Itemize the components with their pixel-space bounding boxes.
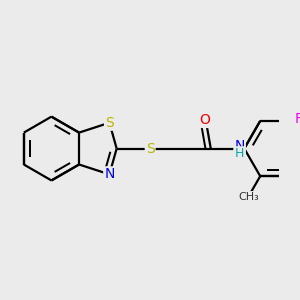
- Text: H: H: [235, 147, 244, 160]
- Text: CH₃: CH₃: [239, 192, 260, 202]
- Text: N: N: [234, 139, 245, 153]
- Text: S: S: [105, 116, 114, 130]
- Text: N: N: [104, 167, 115, 182]
- Text: O: O: [199, 113, 210, 127]
- Text: F: F: [295, 112, 300, 126]
- Text: S: S: [146, 142, 154, 155]
